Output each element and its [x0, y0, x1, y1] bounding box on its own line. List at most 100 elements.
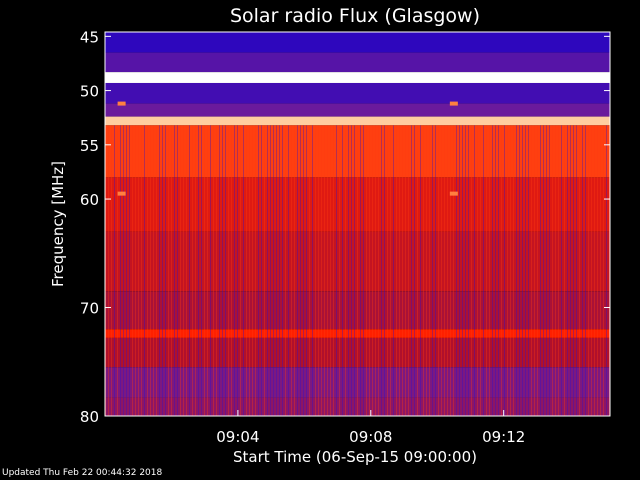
texture-streak	[438, 125, 439, 416]
texture-streak	[210, 125, 211, 416]
texture-streak	[549, 125, 550, 416]
texture-streak	[483, 125, 484, 416]
texture-streak	[231, 125, 232, 416]
texture-streak	[381, 125, 382, 416]
texture-streak	[267, 125, 268, 416]
texture-streak	[465, 125, 466, 416]
texture-streak	[522, 125, 523, 416]
texture-streak	[264, 125, 265, 416]
texture-streak	[369, 125, 370, 416]
y-tick-label: 60	[80, 191, 99, 209]
texture-streak	[450, 125, 451, 416]
texture-streak	[528, 125, 529, 416]
texture-streak	[606, 125, 607, 416]
texture-streak	[249, 125, 250, 416]
chart-title: Solar radio Flux (Glasgow)	[230, 5, 480, 27]
spectrogram-band-0	[105, 32, 610, 53]
texture-streak	[126, 125, 127, 416]
texture-streak	[339, 125, 340, 416]
spectrogram-plot-area	[105, 32, 610, 416]
texture-streak	[561, 125, 562, 416]
texture-streak	[132, 125, 133, 416]
texture-streak	[378, 125, 379, 416]
texture-streak	[372, 125, 373, 416]
texture-streak	[114, 125, 115, 416]
texture-streak	[315, 125, 316, 416]
texture-streak	[240, 125, 241, 416]
texture-streak	[159, 125, 160, 416]
spectrogram-band-3	[105, 82, 610, 104]
texture-streak	[423, 125, 424, 416]
texture-streak	[594, 125, 595, 416]
texture-streak	[570, 125, 571, 416]
texture-streak	[429, 125, 430, 416]
texture-streak	[228, 125, 229, 416]
texture-streak	[237, 125, 238, 416]
texture-streak	[141, 125, 142, 416]
spectrogram-texture	[105, 125, 610, 416]
texture-streak	[516, 125, 517, 416]
texture-streak	[123, 125, 124, 416]
texture-streak	[186, 125, 187, 416]
texture-streak	[108, 125, 109, 416]
texture-streak	[357, 125, 358, 416]
texture-streak	[411, 125, 412, 416]
texture-streak	[588, 125, 589, 416]
texture-streak	[426, 125, 427, 416]
texture-streak	[174, 125, 175, 416]
texture-streak	[360, 125, 361, 416]
texture-streak	[204, 125, 205, 416]
texture-streak	[213, 125, 214, 416]
texture-streak	[603, 125, 604, 416]
texture-streak	[456, 125, 457, 416]
texture-streak	[291, 125, 292, 416]
texture-streak	[579, 125, 580, 416]
y-tick-label: 70	[80, 300, 99, 318]
spectrogram-band-12	[105, 367, 610, 398]
spectrogram-band-4	[105, 103, 610, 117]
spectrogram-spot-1-1	[449, 101, 458, 106]
texture-streak	[129, 125, 130, 416]
texture-streak	[366, 125, 367, 416]
texture-streak	[558, 125, 559, 416]
texture-streak	[486, 125, 487, 416]
texture-streak	[576, 125, 577, 416]
texture-streak	[459, 125, 460, 416]
texture-streak	[222, 125, 223, 416]
texture-streak	[498, 125, 499, 416]
spectrogram-band-9	[105, 291, 610, 330]
texture-streak	[147, 125, 148, 416]
texture-streak	[180, 125, 181, 416]
texture-streak	[585, 125, 586, 416]
texture-streak	[255, 125, 256, 416]
texture-streak	[444, 125, 445, 416]
texture-streak	[567, 125, 568, 416]
texture-streak	[279, 125, 280, 416]
texture-streak	[519, 125, 520, 416]
spectrogram-band-10	[105, 329, 610, 338]
texture-streak	[504, 125, 505, 416]
texture-streak	[276, 125, 277, 416]
texture-streak	[135, 125, 136, 416]
texture-streak	[597, 125, 598, 416]
texture-streak	[471, 125, 472, 416]
texture-streak	[189, 125, 190, 416]
texture-streak	[252, 125, 253, 416]
texture-streak	[543, 125, 544, 416]
texture-streak	[312, 125, 313, 416]
y-axis: 45 50 55 60 70 80	[80, 28, 610, 426]
texture-streak	[288, 125, 289, 416]
texture-streak	[195, 125, 196, 416]
y-tick-label: 80	[80, 408, 99, 426]
texture-streak	[336, 125, 337, 416]
texture-streak	[162, 125, 163, 416]
texture-streak	[153, 125, 154, 416]
texture-streak	[552, 125, 553, 416]
spectrogram-spot-0-1	[449, 191, 458, 196]
texture-streak	[300, 125, 301, 416]
spectrogram-band-2	[105, 72, 610, 83]
texture-streak	[384, 125, 385, 416]
texture-streak	[297, 125, 298, 416]
texture-streak	[489, 125, 490, 416]
